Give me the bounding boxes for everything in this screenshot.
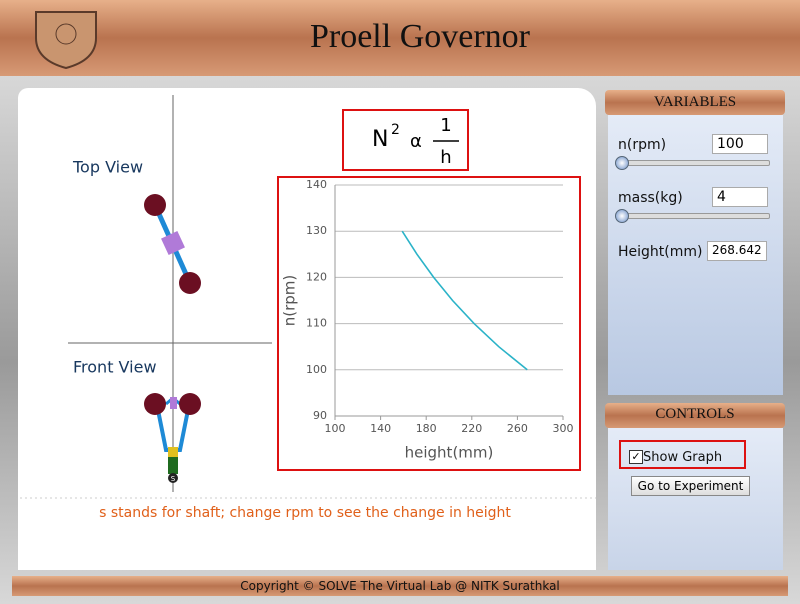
y-tick-label: 130 bbox=[306, 224, 327, 237]
rpm-slider[interactable] bbox=[615, 156, 770, 170]
shaft-label: S bbox=[171, 475, 176, 483]
note: s stands for shaft; change rpm to see th… bbox=[99, 505, 511, 521]
y-tick-label: 120 bbox=[306, 270, 327, 283]
variables-header bbox=[605, 90, 785, 115]
logo bbox=[35, 11, 97, 70]
x-axis-label: height(mm) bbox=[405, 444, 494, 462]
x-tick-label: 180 bbox=[416, 422, 437, 435]
y-tick-label: 110 bbox=[306, 317, 327, 330]
x-tick-label: 260 bbox=[507, 422, 528, 435]
slider-thumb[interactable] bbox=[615, 156, 629, 170]
show-graph-label[interactable]: Show Graph bbox=[643, 450, 723, 465]
mass-slider[interactable] bbox=[615, 209, 770, 223]
top-view-label: Top View bbox=[72, 158, 143, 177]
top-sleeve bbox=[170, 397, 177, 409]
rpm-label: n(rpm) bbox=[618, 137, 667, 153]
formula-power: 2 bbox=[391, 122, 400, 138]
simulation: Top View Front View S s stands for shaft… bbox=[20, 95, 596, 521]
ball bbox=[144, 393, 166, 415]
footer: Copyright © SOLVE The Virtual Lab @ NITK… bbox=[240, 579, 560, 593]
formula-n: N bbox=[372, 127, 388, 152]
data-line bbox=[401, 230, 528, 371]
formula-numerator: 1 bbox=[440, 115, 451, 136]
rpm-input[interactable]: 100 bbox=[712, 134, 768, 154]
footer-bar bbox=[12, 576, 788, 596]
header-bar bbox=[0, 0, 800, 76]
formula-denominator: h bbox=[440, 147, 451, 168]
variables-title: VARIABLES bbox=[653, 94, 737, 110]
controls-header bbox=[605, 403, 785, 428]
front-view-label: Front View bbox=[73, 358, 157, 377]
y-axis-label: n(rpm) bbox=[281, 275, 299, 327]
shaft-marker bbox=[168, 473, 178, 483]
height-output: 268.642 bbox=[707, 241, 767, 261]
mass-label: mass(kg) bbox=[618, 190, 683, 206]
height-label: Height(mm) bbox=[618, 244, 703, 260]
sleeve bbox=[168, 447, 178, 457]
x-tick-label: 100 bbox=[325, 422, 346, 435]
show-graph-box bbox=[619, 440, 746, 469]
sleeve bbox=[161, 231, 185, 255]
formula-relation: α bbox=[410, 131, 422, 152]
go-button[interactable]: Go to Experiment bbox=[631, 476, 750, 496]
ball bbox=[179, 393, 201, 415]
spindle bbox=[168, 457, 178, 474]
formula-box bbox=[342, 109, 469, 171]
show-graph-checkbox[interactable]: ✓ bbox=[629, 450, 643, 464]
controls-title: CONTROLS bbox=[655, 406, 735, 422]
mass-input[interactable]: 4 bbox=[712, 187, 768, 207]
ball bbox=[144, 194, 166, 216]
title: Proell Governor bbox=[309, 18, 530, 55]
x-tick-label: 300 bbox=[553, 422, 574, 435]
y-tick-label: 140 bbox=[306, 178, 327, 191]
x-tick-label: 220 bbox=[461, 422, 482, 435]
y-tick-label: 90 bbox=[313, 409, 327, 422]
slider-thumb[interactable] bbox=[615, 209, 629, 223]
ball bbox=[179, 272, 201, 294]
y-tick-label: 100 bbox=[306, 363, 327, 376]
x-tick-label: 140 bbox=[370, 422, 391, 435]
